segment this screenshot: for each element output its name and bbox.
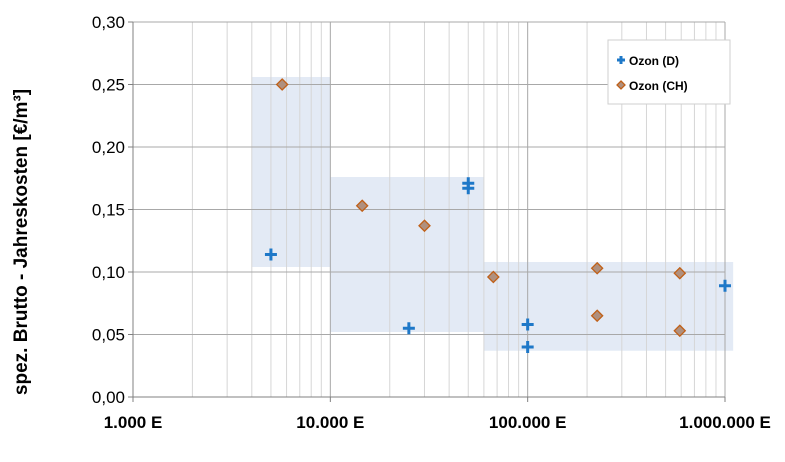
x-tick-label: 1.000 E [104, 413, 163, 432]
y-tick-label: 0,20 [92, 138, 125, 157]
y-tick-label: 0,10 [92, 263, 125, 282]
legend-label: Ozon (CH) [629, 79, 688, 93]
legend-item-ozon-d: Ozon (D) [617, 54, 679, 68]
legend: Ozon (D) Ozon (CH) [607, 39, 731, 105]
x-tick-label: 10.000 E [296, 413, 364, 432]
legend-marker-plus [617, 56, 625, 64]
range-box [251, 77, 331, 267]
data-point-plus [264, 248, 277, 261]
y-tick-label: 0,05 [92, 326, 125, 345]
data-point-plus [521, 341, 534, 353]
range-boxes [251, 77, 734, 351]
x-tick-label: 100.000 E [489, 413, 567, 432]
data-point-plus [462, 177, 475, 190]
y-tick-label: 0,30 [92, 13, 125, 32]
legend-label: Ozon (D) [629, 54, 679, 68]
x-tick-labels: 1.000 E 10.000 E 100.000 E 1.000.000 E [104, 413, 771, 432]
data-point-diamond [673, 266, 687, 280]
data-point-diamond [616, 80, 626, 90]
data-point-diamond [355, 199, 369, 213]
data-point-diamond [590, 309, 604, 323]
data-point-plus [719, 279, 731, 292]
legend-marker-diamond [616, 80, 626, 90]
legend-box [607, 39, 731, 105]
axes [128, 21, 726, 402]
data-point-diamond [590, 261, 604, 275]
y-tick-label: 0,00 [92, 388, 125, 407]
data-point-plus [402, 322, 415, 335]
range-box [330, 177, 484, 332]
y-tick-label: 0,25 [92, 76, 125, 95]
data-point-diamond [418, 219, 431, 233]
range-box [483, 262, 734, 351]
legend-item-ozon-ch: Ozon (CH) [616, 79, 688, 93]
data-point-diamond [673, 324, 687, 338]
data-point-plus [521, 318, 534, 331]
x-tick-label: 1.000.000 E [679, 413, 771, 432]
data-point-diamond [486, 270, 500, 284]
data-points [264, 78, 731, 353]
data-point-plus [617, 56, 625, 64]
y-tick-labels: 0,00 0,05 0,10 0,15 0,20 0,25 0,30 [92, 13, 125, 407]
y-tick-label: 0,15 [92, 201, 125, 220]
data-point-diamond [275, 78, 289, 91]
y-axis-label: spez. Brutto - Jahreskosten [€/m³] [11, 89, 32, 395]
